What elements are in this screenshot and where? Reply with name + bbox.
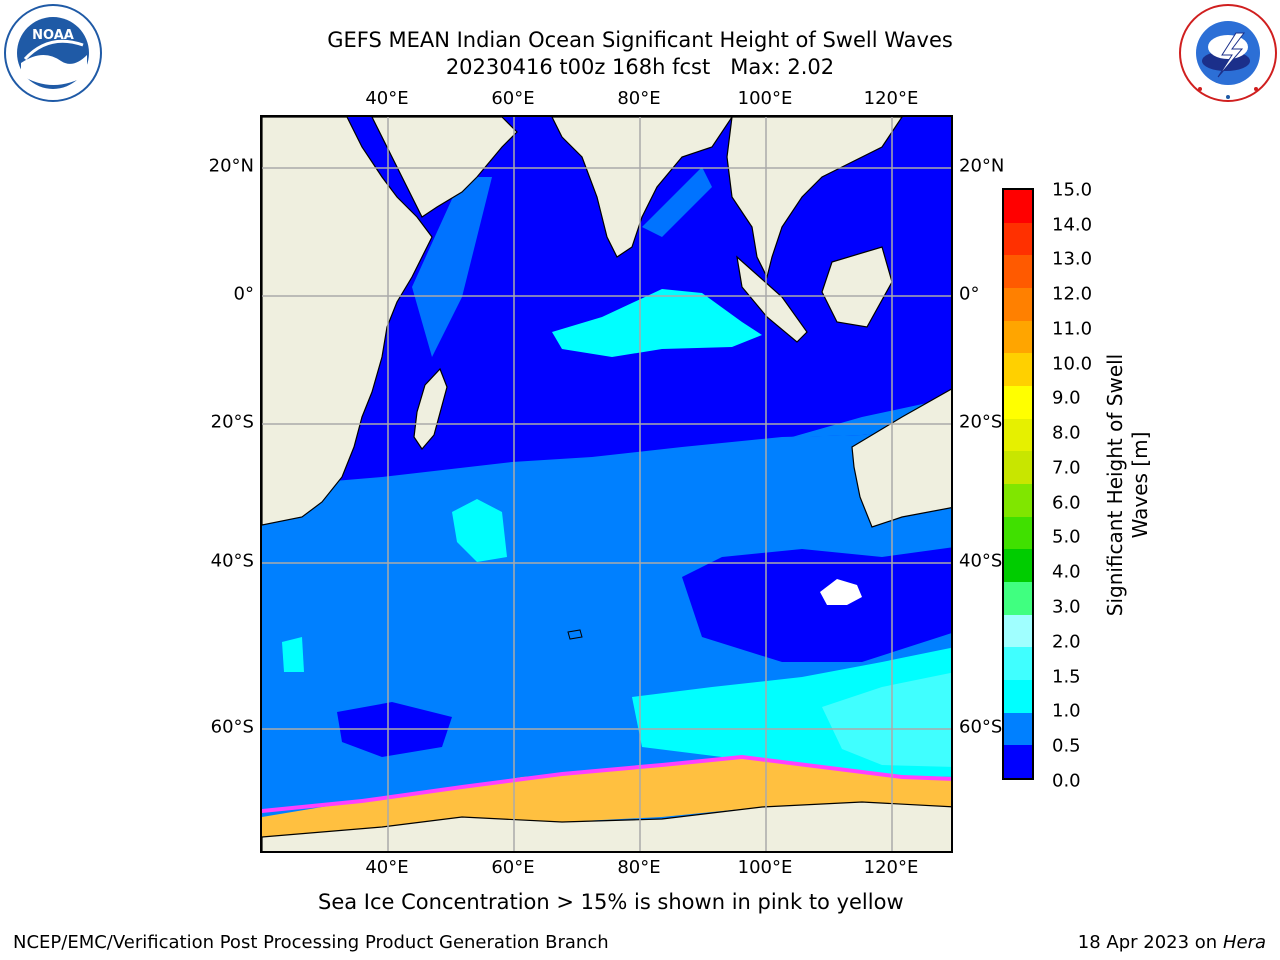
land-southeast-asia [726,117,903,279]
colorbar-label: 4.0 [1052,561,1081,583]
lon-tick-top-120e: 120°E [863,88,919,109]
colorbar-label: 1.5 [1052,666,1081,688]
colorbar-label: 0.5 [1052,735,1081,757]
lat-tick-right-40s: 40°S [959,550,1003,572]
lat-tick-right-20n: 20°N [959,155,1005,177]
footer-date-text: 18 Apr 2023 on [1077,932,1223,953]
colorbar-cell [1004,386,1032,420]
colorbar-label: 11.0 [1052,318,1093,340]
lon-tick-bottom-100e: 100°E [737,857,793,878]
ocean-light-patch-eq [552,289,762,357]
colorbar-cell [1004,680,1032,714]
lat-tick-left-60s: 60°S [210,716,254,738]
colorbar-label: 9.0 [1052,387,1081,409]
lat-tick-right-20s: 20°S [959,411,1003,433]
map-title: GEFS MEAN Indian Ocean Significant Heigh… [327,28,953,52]
colorbar-cell [1004,418,1032,452]
land-arabia [371,117,518,218]
colorbar-cell [1004,647,1032,681]
land-sumatra [736,255,808,343]
colorbar-label: 2.0 [1052,631,1081,653]
colorbar-cell [1004,288,1032,322]
svg-text:NOAA: NOAA [32,28,74,43]
map-canvas [262,117,951,851]
colorbar-label: 0.0 [1052,770,1081,792]
noaa-logo: NOAA [3,3,103,103]
sea-ice-caption: Sea Ice Concentration > 15% is shown in … [318,890,904,914]
colorbar-title-line1: Significant Height of Swell [1103,353,1127,617]
lat-tick-left-40s: 40°S [210,550,254,572]
land-africa [262,117,433,526]
colorbar-cell [1004,255,1032,289]
colorbar-label: 10.0 [1052,353,1093,375]
footer-date: 18 Apr 2023 on Hera [1078,932,1266,953]
lat-tick-left-20s: 20°S [210,411,254,433]
lon-tick-bottom-80e: 80°E [617,857,661,878]
lat-tick-left-20n: 20°N [208,155,254,177]
colorbar [1002,188,1034,780]
colorbar-label: 7.0 [1052,457,1081,479]
colorbar-cell [1004,745,1032,779]
colorbar-cell [1004,516,1032,550]
footer-credit: NCEP/EMC/Verification Post Processing Pr… [13,932,609,953]
ocean-mid-streak-2 [642,167,712,237]
colorbar-label: 12.0 [1052,283,1093,305]
colorbar-label: 14.0 [1052,214,1093,236]
colorbar-cell [1004,320,1032,354]
colorbar-cell [1004,353,1032,387]
colorbar-label: 15.0 [1052,179,1093,201]
ocean-mid-streak-1 [412,177,492,357]
colorbar-label: 6.0 [1052,492,1081,514]
lon-tick-top-100e: 100°E [737,88,793,109]
colorbar-cell [1004,484,1032,518]
map-subtitle: 20230416 t00z 168h fcst Max: 2.02 [445,55,835,79]
colorbar-title: Significant Height of Swell Waves [m] [1103,354,1153,616]
lon-tick-top-40e: 40°E [365,88,409,109]
colorbar-cell [1004,451,1032,485]
map-panel[interactable] [260,115,953,853]
colorbar-label: 5.0 [1052,526,1081,548]
land-kerguelen [567,629,583,640]
ocean-light-patch-sw [452,499,507,562]
land-antarctica [262,801,951,851]
colorbar-cell [1004,549,1032,583]
colorbar-cell [1004,190,1032,224]
colorbar-cell [1004,582,1032,616]
colorbar-cell [1004,614,1032,648]
lon-tick-bottom-120e: 120°E [863,857,919,878]
land-india [551,117,733,258]
colorbar-label: 3.0 [1052,596,1081,618]
lat-tick-right-60s: 60°S [959,716,1003,738]
lat-tick-left-0: 0° [233,283,254,305]
colorbar-cell [1004,712,1032,746]
colorbar-title-line2: Waves [m] [1128,431,1152,539]
footer-host: Hera [1222,932,1266,953]
lon-tick-bottom-60e: 60°E [491,857,535,878]
nws-logo [1178,3,1278,103]
lon-tick-bottom-40e: 40°E [365,857,409,878]
lon-tick-top-60e: 60°E [491,88,535,109]
colorbar-label: 13.0 [1052,248,1093,270]
land-borneo [821,246,893,328]
ocean-light-patch-w [282,637,304,672]
ocean-lighter-band-s [822,672,951,767]
lon-tick-top-80e: 80°E [617,88,661,109]
colorbar-label: 1.0 [1052,700,1081,722]
colorbar-cell [1004,222,1032,256]
no-data-patch [820,579,862,605]
lat-tick-right-0: 0° [959,283,980,305]
graticule [262,117,951,851]
land-madagascar [413,367,448,450]
colorbar-label: 8.0 [1052,422,1081,444]
